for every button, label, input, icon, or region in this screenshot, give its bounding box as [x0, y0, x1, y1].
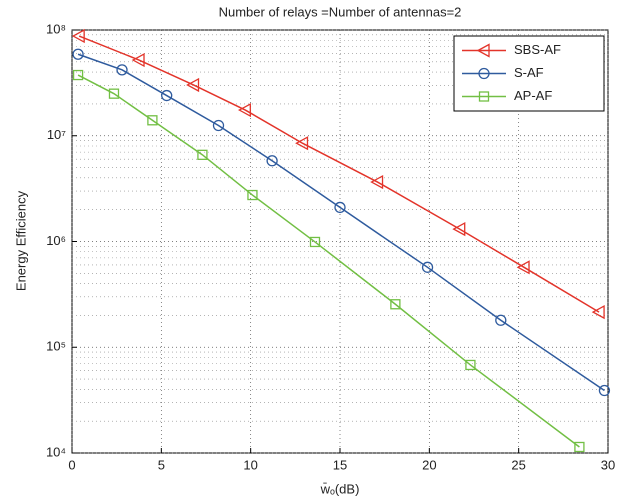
- legend-marker: [478, 67, 490, 80]
- marker: [516, 260, 530, 275]
- marker: [334, 201, 346, 214]
- series-line: [77, 74, 580, 448]
- x-tick-label: 0: [68, 457, 75, 472]
- marker: [266, 155, 278, 167]
- marker: [465, 359, 476, 371]
- marker: [591, 305, 605, 320]
- legend-marker: [476, 43, 490, 58]
- marker: [237, 102, 251, 118]
- y-tick-label: 10⁴: [46, 444, 66, 459]
- series-line: [78, 35, 600, 313]
- x-tick-label: 5: [158, 457, 165, 472]
- marker: [370, 174, 384, 190]
- marker: [295, 136, 309, 151]
- x-tick-label: 30: [601, 457, 615, 472]
- marker: [131, 52, 145, 68]
- marker: [72, 69, 84, 81]
- marker: [495, 314, 507, 326]
- y-axis-label: Energy Efficiency: [13, 190, 28, 291]
- marker: [116, 64, 128, 76]
- y-tick-label: 10⁶: [46, 233, 66, 248]
- x-tick-label: 15: [333, 457, 347, 472]
- legend-label: SBS-AF: [514, 42, 561, 57]
- marker: [309, 236, 321, 248]
- marker: [452, 222, 466, 237]
- marker: [161, 89, 173, 102]
- legend-label: AP-AF: [514, 88, 552, 103]
- marker: [574, 441, 585, 453]
- marker: [108, 88, 120, 99]
- marker: [247, 189, 258, 201]
- series-line: [77, 53, 605, 392]
- marker: [147, 115, 158, 126]
- legend-label: S-AF: [514, 65, 544, 80]
- y-tick-label: 10⁸: [46, 21, 66, 36]
- marker: [197, 149, 208, 160]
- marker: [186, 77, 200, 93]
- y-tick-label: 10⁷: [47, 127, 66, 142]
- marker: [598, 384, 611, 397]
- x-axis-label: w̄ₒ(dB): [320, 481, 360, 496]
- chart-title: Number of relays =Number of antennas=2: [219, 4, 462, 19]
- marker: [390, 299, 401, 310]
- y-tick-label: 10⁵: [46, 339, 66, 354]
- marker: [212, 119, 225, 132]
- x-tick-label: 25: [511, 457, 525, 472]
- legend-marker: [478, 91, 490, 102]
- x-tick-label: 20: [422, 457, 436, 472]
- x-tick-label: 10: [243, 457, 257, 472]
- marker: [71, 28, 85, 44]
- marker: [72, 48, 84, 60]
- marker: [421, 261, 434, 273]
